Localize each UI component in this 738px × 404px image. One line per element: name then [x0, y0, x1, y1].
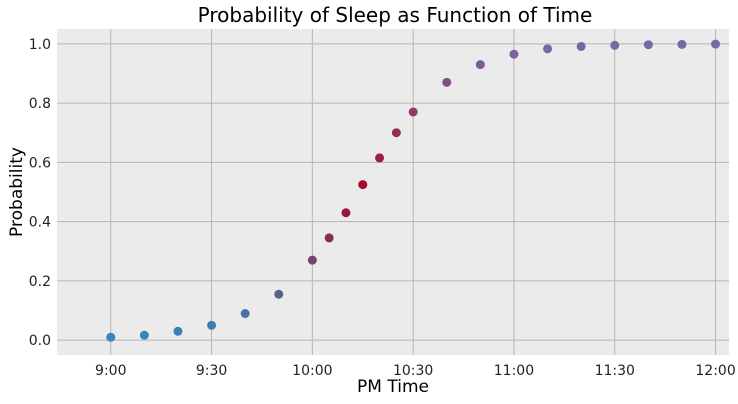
- data-point: [307, 255, 317, 265]
- data-point: [391, 128, 401, 138]
- data-point: [207, 320, 217, 330]
- data-point: [173, 326, 183, 336]
- data-point: [442, 77, 452, 87]
- y-tick-label: 0.0: [29, 333, 51, 349]
- x-axis-ticks: 9:00 9:30 10:00 10:30 11:00 11:30 12:00: [95, 363, 736, 379]
- y-tick-label: 0.6: [29, 155, 51, 171]
- x-tick-label: 9:00: [95, 363, 126, 379]
- x-tick-label: 9:30: [196, 363, 227, 379]
- data-point: [610, 40, 620, 50]
- data-point: [711, 39, 721, 49]
- x-tick-label: 10:00: [292, 363, 332, 379]
- data-point: [358, 180, 368, 190]
- data-point: [543, 44, 553, 54]
- data-point: [677, 39, 687, 49]
- y-axis-ticks: 0.0 0.2 0.4 0.6 0.8 1.0: [29, 37, 51, 349]
- data-point: [240, 309, 250, 319]
- x-tick-label: 12:00: [695, 363, 735, 379]
- data-point: [341, 208, 351, 218]
- data-point: [324, 233, 334, 243]
- y-tick-label: 0.2: [29, 274, 51, 290]
- plot-background: [57, 29, 729, 355]
- y-tick-label: 0.8: [29, 96, 51, 112]
- data-point: [375, 153, 385, 163]
- y-tick-label: 0.4: [29, 215, 51, 231]
- data-point: [106, 332, 116, 342]
- y-tick-label: 1.0: [29, 37, 51, 53]
- data-point: [274, 289, 284, 299]
- x-tick-label: 11:00: [494, 363, 534, 379]
- chart-title: Probability of Sleep as Function of Time: [198, 3, 593, 27]
- x-axis-label: PM Time: [357, 377, 429, 397]
- y-axis-label: Probability: [7, 147, 27, 237]
- x-tick-label: 10:30: [393, 363, 433, 379]
- x-tick-label: 11:30: [595, 363, 635, 379]
- data-point: [643, 40, 653, 50]
- data-point: [576, 41, 586, 51]
- data-point: [475, 60, 485, 70]
- data-point: [509, 49, 519, 59]
- data-points: [106, 39, 721, 342]
- data-point: [139, 330, 149, 340]
- data-point: [408, 107, 418, 117]
